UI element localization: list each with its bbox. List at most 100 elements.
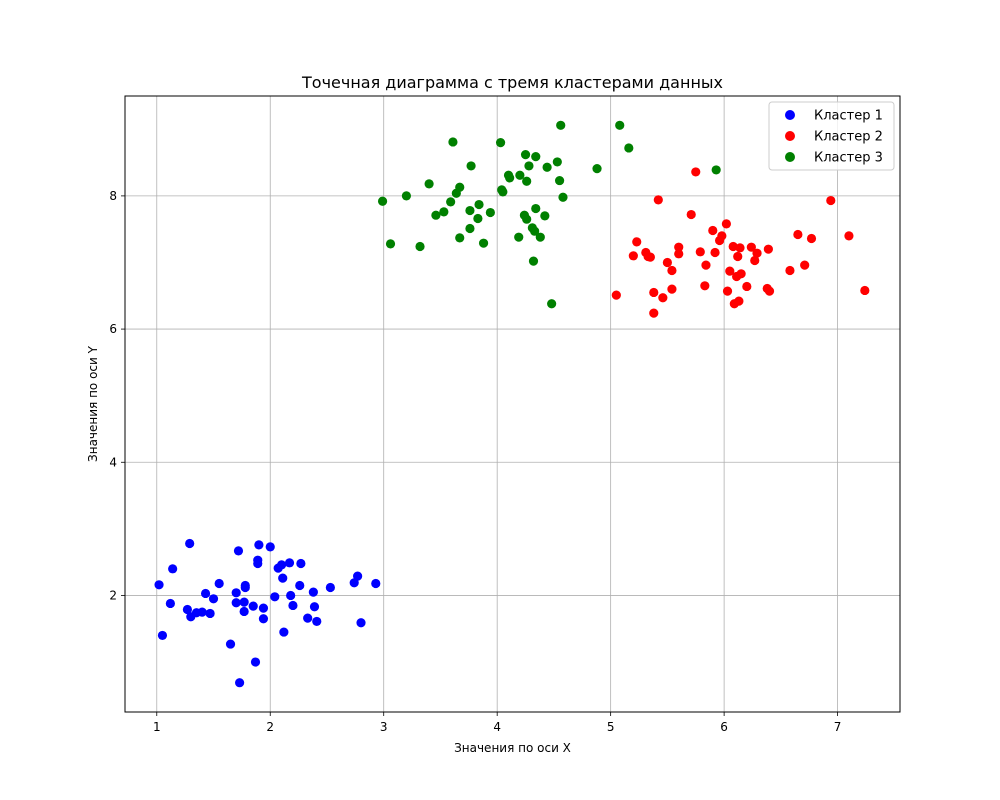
y-axis-label: Значения по оси Y [86, 345, 100, 462]
series-cluster-3 [377, 120, 721, 309]
data-point [424, 179, 434, 189]
data-point [632, 237, 642, 247]
data-point [764, 286, 775, 296]
data-point [667, 284, 677, 294]
data-point [288, 600, 298, 611]
plot-area [125, 96, 900, 712]
data-point [530, 226, 540, 236]
data-point [800, 260, 810, 270]
data-point [308, 587, 318, 597]
data-point [514, 232, 524, 242]
data-point [448, 137, 458, 147]
data-points [154, 120, 870, 688]
data-point [485, 207, 495, 218]
data-point [645, 252, 655, 262]
data-point [239, 597, 249, 607]
data-point [165, 598, 175, 609]
legend-marker-cluster-3 [785, 152, 795, 162]
data-point [253, 555, 263, 565]
x-axis-label: Значения по оси X [454, 741, 571, 755]
series-cluster-2 [611, 167, 870, 318]
data-point [455, 233, 465, 243]
data-point [686, 209, 696, 220]
data-point [505, 173, 515, 183]
data-point [235, 678, 245, 688]
data-point [498, 187, 508, 197]
data-point [214, 578, 224, 589]
data-point [385, 239, 396, 249]
data-point [556, 120, 566, 130]
data-point [653, 195, 663, 205]
data-point [208, 594, 219, 604]
data-point [793, 229, 803, 240]
data-point [279, 627, 289, 637]
data-point [742, 281, 752, 292]
legend-label-cluster-1: Кластер 1 [814, 109, 883, 124]
x-tick-label: 1 [153, 720, 161, 734]
x-tick-label: 6 [720, 720, 728, 734]
data-point [353, 571, 363, 581]
data-point [662, 257, 672, 268]
data-point [233, 546, 244, 556]
data-point [248, 601, 258, 611]
data-point [649, 308, 659, 318]
data-point [674, 242, 684, 252]
legend-marker-cluster-1 [785, 110, 795, 120]
y-tick-label: 6 [109, 322, 117, 336]
data-point [309, 602, 320, 612]
data-point [258, 614, 269, 624]
data-point [734, 296, 744, 306]
data-point [231, 598, 241, 608]
data-point [528, 256, 539, 266]
data-point [733, 251, 743, 262]
data-point [667, 265, 677, 276]
data-point [658, 293, 668, 303]
data-point [431, 210, 441, 220]
data-point [649, 287, 659, 298]
data-point [711, 165, 721, 175]
data-point [540, 211, 550, 221]
data-point [239, 606, 249, 617]
data-point [806, 233, 817, 244]
series-cluster-1 [154, 538, 381, 688]
data-point [515, 170, 525, 180]
data-point [522, 214, 532, 224]
data-point [270, 592, 280, 602]
data-point [520, 150, 531, 160]
y-tick-label: 4 [109, 455, 117, 469]
data-point [522, 176, 532, 186]
legend-marker-cluster-2 [785, 131, 795, 141]
axis-ticks: 1 2 3 4 5 6 7 2 4 6 8 [109, 189, 841, 734]
data-point [258, 603, 269, 613]
data-point [200, 588, 211, 599]
data-point [785, 265, 795, 276]
data-point [691, 167, 701, 177]
x-tick-label: 4 [493, 720, 501, 734]
data-point [377, 196, 388, 206]
data-point [197, 607, 207, 617]
data-point [695, 247, 705, 257]
data-point [674, 249, 684, 259]
data-point [547, 299, 557, 309]
plot-frame [124, 95, 901, 713]
x-tick-label: 2 [266, 720, 274, 734]
data-point [750, 255, 760, 266]
data-point [728, 241, 738, 252]
data-point [168, 564, 178, 574]
y-tick-label: 8 [109, 189, 117, 203]
legend-label-cluster-2: Кластер 2 [814, 130, 883, 145]
data-point [701, 260, 711, 270]
data-point [265, 542, 275, 552]
data-point [278, 573, 288, 583]
data-point [286, 590, 296, 601]
data-point [303, 613, 313, 623]
x-tick-label: 5 [607, 720, 615, 734]
data-point [284, 558, 295, 568]
data-point [717, 231, 727, 241]
data-point [312, 616, 322, 627]
x-tick-label: 7 [834, 720, 842, 734]
y-tick-label: 2 [109, 588, 117, 602]
data-point [495, 138, 506, 148]
